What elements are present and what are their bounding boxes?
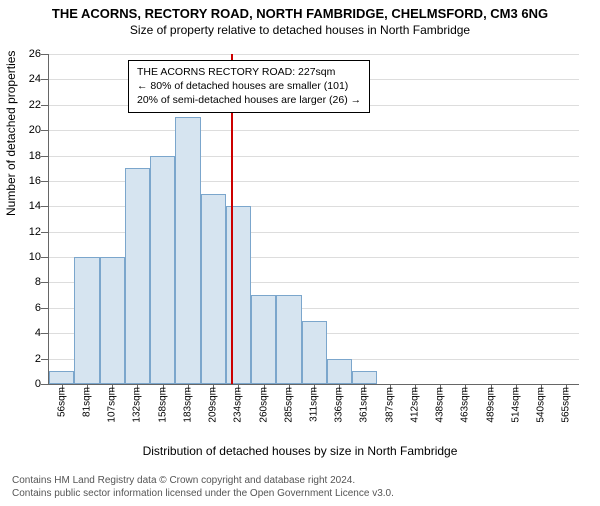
y-tick <box>41 384 49 385</box>
x-tick-label: 412sqm <box>409 387 420 423</box>
histogram-bar <box>276 295 301 384</box>
gridline <box>49 130 579 131</box>
x-tick-label: 285sqm <box>283 387 294 423</box>
histogram-bar <box>226 206 251 384</box>
histogram-bar <box>100 257 125 384</box>
annotation-box: THE ACORNS RECTORY ROAD: 227sqm ← 80% of… <box>128 60 370 113</box>
y-tick-label: 20 <box>11 124 41 136</box>
footer-line1: Contains HM Land Registry data © Crown c… <box>12 474 394 487</box>
x-tick-label: 209sqm <box>208 387 219 423</box>
histogram-bar <box>125 168 150 384</box>
x-tick-label: 311sqm <box>309 387 320 422</box>
chart-area: 0246810121416182022242656sqm81sqm107sqm1… <box>48 54 578 384</box>
histogram-bar <box>175 117 200 384</box>
x-tick-label: 336sqm <box>334 387 345 423</box>
x-tick-label: 438sqm <box>435 387 446 423</box>
y-tick <box>41 181 49 182</box>
y-tick <box>41 105 49 106</box>
histogram-bar <box>201 194 226 384</box>
x-tick-label: 132sqm <box>132 387 143 423</box>
footer: Contains HM Land Registry data © Crown c… <box>12 474 394 500</box>
annotation-line2: ← 80% of detached houses are smaller (10… <box>137 79 361 93</box>
x-tick-label: 540sqm <box>536 387 547 423</box>
y-tick <box>41 308 49 309</box>
y-tick-label: 24 <box>11 73 41 85</box>
y-tick <box>41 257 49 258</box>
histogram-bar <box>327 359 352 384</box>
y-tick-label: 12 <box>11 226 41 238</box>
histogram-bar <box>150 156 175 384</box>
x-tick-label: 158sqm <box>157 387 168 423</box>
x-axis-label: Distribution of detached houses by size … <box>0 444 600 458</box>
y-tick <box>41 54 49 55</box>
y-tick <box>41 333 49 334</box>
y-tick <box>41 232 49 233</box>
y-tick <box>41 156 49 157</box>
y-tick-label: 10 <box>11 251 41 263</box>
histogram-bar <box>251 295 276 384</box>
chart-title: THE ACORNS, RECTORY ROAD, NORTH FAMBRIDG… <box>0 6 600 21</box>
gridline <box>49 156 579 157</box>
histogram-bar <box>49 371 74 384</box>
y-tick <box>41 282 49 283</box>
x-tick-label: 361sqm <box>359 387 370 423</box>
x-tick-label: 463sqm <box>460 387 471 423</box>
y-tick-label: 8 <box>11 276 41 288</box>
x-tick-label: 183sqm <box>182 387 193 423</box>
histogram-bar <box>352 371 377 384</box>
histogram-bar <box>302 321 327 384</box>
annotation-line1: THE ACORNS RECTORY ROAD: 227sqm <box>137 65 361 79</box>
x-tick-label: 56sqm <box>56 387 67 417</box>
y-tick-label: 16 <box>11 175 41 187</box>
y-tick-label: 6 <box>11 302 41 314</box>
x-tick-label: 260sqm <box>258 387 269 423</box>
y-tick-label: 26 <box>11 48 41 60</box>
x-tick-label: 107sqm <box>107 387 118 423</box>
gridline <box>49 54 579 55</box>
annotation-line3: 20% of semi-detached houses are larger (… <box>137 93 361 107</box>
y-tick-label: 4 <box>11 327 41 339</box>
y-tick-label: 22 <box>11 99 41 111</box>
y-tick <box>41 359 49 360</box>
chart-subtitle: Size of property relative to detached ho… <box>0 23 600 37</box>
x-tick-label: 489sqm <box>485 387 496 423</box>
x-tick-label: 387sqm <box>384 387 395 423</box>
y-tick-label: 0 <box>11 378 41 390</box>
x-tick-label: 565sqm <box>561 387 572 423</box>
histogram-bar <box>74 257 99 384</box>
y-tick-label: 14 <box>11 200 41 212</box>
y-tick <box>41 79 49 80</box>
x-tick-label: 514sqm <box>510 387 521 423</box>
footer-line2: Contains public sector information licen… <box>12 487 394 500</box>
x-tick-label: 234sqm <box>233 387 244 423</box>
y-tick-label: 18 <box>11 150 41 162</box>
x-tick-label: 81sqm <box>81 387 92 417</box>
y-tick <box>41 206 49 207</box>
y-tick-label: 2 <box>11 353 41 365</box>
y-tick <box>41 130 49 131</box>
